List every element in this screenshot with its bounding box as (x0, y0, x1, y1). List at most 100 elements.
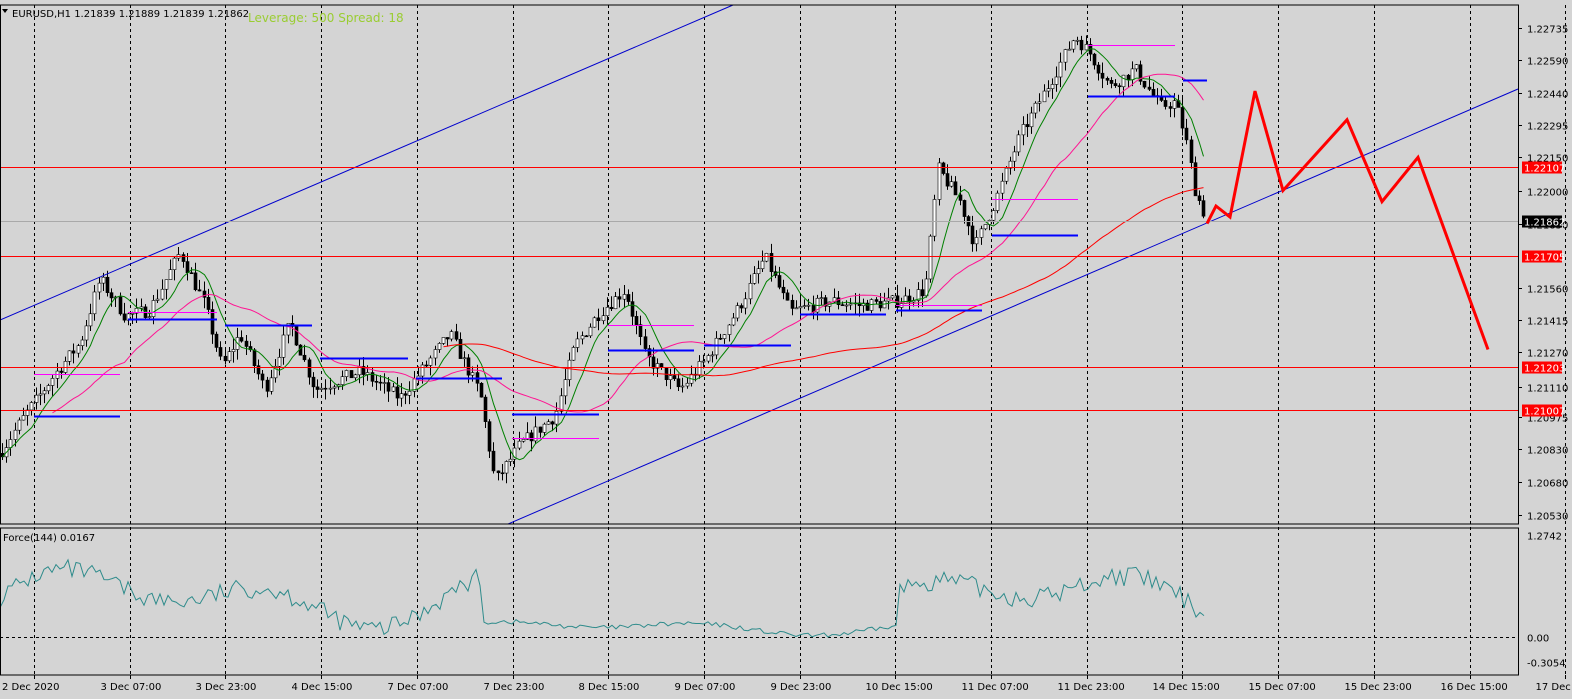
candle-body (433, 349, 438, 359)
candle-body (592, 317, 597, 328)
candle-body (1117, 85, 1122, 88)
candle-body (155, 298, 160, 301)
chart-menu-triangle-icon[interactable] (2, 9, 8, 13)
ma-fast-line (2, 48, 1204, 461)
y-tick-label: 1.21415 (1527, 317, 1568, 328)
candle-body (916, 289, 921, 301)
candle-body (647, 348, 652, 358)
candle-body (760, 260, 765, 270)
candle-body (118, 296, 123, 315)
candle-body (874, 299, 879, 302)
candle-body (382, 382, 387, 384)
candle-body (848, 303, 853, 306)
candle-body (1058, 61, 1063, 78)
candle-body (1168, 106, 1173, 109)
candle-body (17, 419, 22, 431)
x-tick-label: 8 Dec 15:00 (579, 682, 640, 693)
candle-body (399, 393, 404, 399)
candle-body (189, 272, 194, 275)
ma-mid-line (52, 73, 1204, 414)
candle-body (202, 290, 207, 298)
candle-body (659, 363, 664, 368)
candle-body (424, 364, 429, 367)
candle-body (248, 346, 253, 351)
candle-body (970, 225, 975, 245)
candle-body (1172, 100, 1177, 109)
candle-body (617, 296, 622, 300)
candle-body (231, 349, 236, 352)
x-tick-label: 10 Dec 15:00 (866, 682, 933, 693)
candle-body (1197, 195, 1202, 201)
candle-body (580, 335, 585, 340)
candle-body (697, 361, 702, 376)
candle-body (1138, 64, 1143, 82)
candle-body (483, 396, 488, 422)
candle-body (223, 355, 228, 362)
candle-body (130, 312, 135, 315)
candle-body (836, 297, 841, 305)
candle-body (496, 470, 501, 474)
candle-body (958, 194, 963, 201)
current-price-badge-text: 1.21862 (1524, 218, 1565, 229)
candle-body (533, 426, 538, 442)
level-price-badge-text: 1.22107 (1524, 164, 1565, 175)
candle-body (294, 326, 299, 346)
x-tick-label: 15 Dec 07:00 (1249, 682, 1316, 693)
candle-body (979, 228, 984, 238)
candle-body (748, 283, 753, 300)
candle-body (315, 386, 320, 390)
candle-body (340, 376, 345, 385)
level-price-badge (1522, 361, 1562, 374)
candle-body (626, 294, 631, 302)
candle-body (1084, 44, 1089, 51)
candle-body (353, 374, 358, 379)
y-tick-label: 1.22735 (1527, 25, 1568, 36)
candle-body (722, 334, 727, 339)
candle-body (1189, 139, 1194, 163)
candle-body (542, 423, 547, 433)
candle-body (164, 279, 169, 290)
candle-body (622, 294, 627, 300)
candle-body (470, 372, 475, 376)
candle-body (13, 429, 18, 440)
candle-body (311, 376, 316, 388)
grid-lines (0, 5, 1566, 675)
candle-body (554, 410, 559, 425)
candle-body (63, 361, 68, 373)
candle-body (1008, 160, 1013, 169)
candle-body (685, 382, 690, 387)
candle-body (664, 367, 669, 380)
candle-body (983, 224, 988, 230)
candle-body (1142, 80, 1147, 88)
candle-body (731, 317, 736, 326)
candle-body (403, 393, 408, 396)
candle-body (428, 357, 433, 366)
candle-body (638, 324, 643, 337)
candle-body (386, 382, 391, 392)
candle-body (370, 372, 375, 382)
candle-body (1147, 86, 1152, 90)
candle-body (903, 295, 908, 304)
candle-body (819, 297, 824, 299)
candle-body (676, 378, 681, 388)
y-tick-label: 1.21560 (1527, 285, 1568, 296)
candle-body (265, 379, 270, 392)
candle-body (420, 364, 425, 377)
candle-body (1075, 39, 1080, 42)
symbol-ohlc-label: EURUSD,H1 1.21839 1.21889 1.21839 1.2186… (12, 9, 249, 20)
candle-body (1012, 151, 1017, 162)
candle-body (1163, 100, 1168, 107)
candle-body (1130, 68, 1135, 81)
candle-body (1029, 112, 1034, 128)
x-tick-label: 15 Dec 23:00 (1345, 682, 1412, 693)
candle-body (769, 253, 774, 272)
candle-body (252, 349, 257, 366)
force-indicator (0, 558, 1205, 638)
x-tick-label: 11 Dec 23:00 (1058, 682, 1125, 693)
candle-body (1067, 48, 1072, 51)
candle-body (710, 354, 715, 357)
current-price-badge (1522, 215, 1562, 228)
candle-body (1092, 53, 1097, 66)
candle-body (1193, 162, 1198, 197)
